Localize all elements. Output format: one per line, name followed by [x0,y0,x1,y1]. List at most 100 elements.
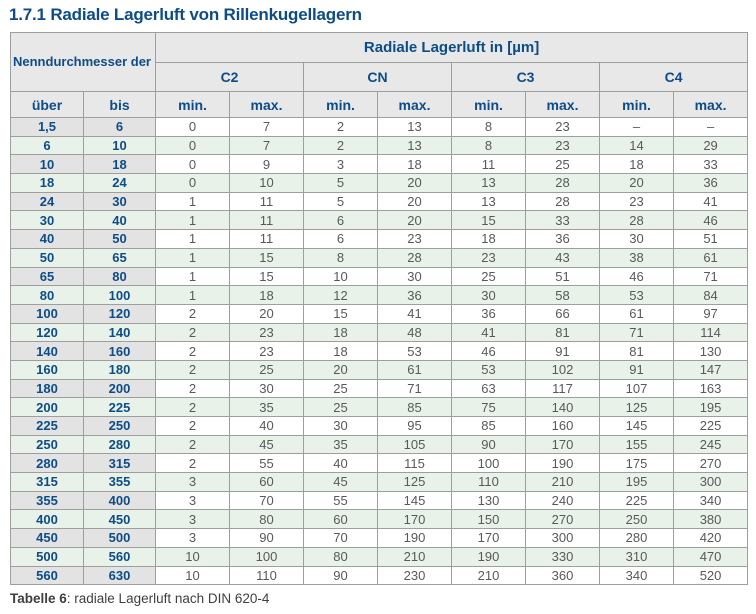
clearance-value-cell: 23 [599,191,675,212]
clearance-value-cell: 13 [377,135,453,156]
bore-range-cell: 450 [10,528,84,548]
clearance-value-cell: 2 [155,453,231,474]
clearance-value-cell: 225 [599,490,675,511]
table-row: 250 280 2 45 35 105 90 170 155 245 [10,434,749,455]
table-row: 140 160 2 23 18 53 46 91 81 130 [10,341,749,361]
bore-range-cell: 24 [10,191,84,212]
radial-clearance-group-header: Radiale Lagerluft in [µm] [155,32,749,63]
clearance-value-cell: 70 [303,528,379,548]
subheader-cn-min: min. [303,91,379,118]
clearance-value-cell: 80 [303,546,379,567]
clearance-value-cell: 175 [599,453,675,474]
clearance-value-cell: 35 [303,434,379,455]
bore-range-cell: 18 [10,173,84,193]
clearance-value-cell: 130 [451,490,527,511]
clearance-value-cell: 470 [673,546,749,567]
clearance-value-cell: 10 [229,173,305,193]
clearance-value-cell: 1 [155,266,231,287]
bore-range-cell: 250 [82,416,157,436]
bore-range-cell: 80 [10,285,84,305]
clearance-value-cell: 145 [377,490,453,511]
clearance-value-cell: 3 [155,509,231,530]
clearance-value-cell: 6 [303,229,379,249]
clearance-value-cell: 155 [599,434,675,455]
clearance-value-cell: 45 [229,434,305,455]
clearance-value-cell: 420 [673,528,749,548]
clearance-value-cell: 380 [673,509,749,530]
clearance-value-cell: 2 [303,135,379,156]
clearance-value-cell: 10 [155,546,231,567]
bore-range-cell: 355 [10,490,84,511]
clearance-value-cell: 28 [377,247,453,268]
bore-range-cell: 400 [10,509,84,530]
bore-range-cell: 18 [82,154,157,175]
table-row: 1,5 6 0 7 2 13 8 23– – [10,117,749,137]
clearance-value-cell: 102 [525,359,601,380]
subheader-c4-max: max. [673,91,749,118]
clearance-value-cell: 2 [155,397,231,417]
bore-range-cell: 120 [10,322,84,343]
clearance-value-cell: 46 [673,210,749,231]
clearance-value-cell: 8 [451,135,527,156]
subheader-c2-max: max. [229,91,305,118]
clearance-value-cell: 330 [525,546,601,567]
clearance-value-cell: 60 [303,509,379,530]
header-row-subheaders: über bis min. max. min. max. min. max. m… [10,91,749,118]
clearance-value-cell: 6 [303,210,379,231]
clearance-value-cell: 40 [229,416,305,436]
clearance-value-cell: 0 [155,135,231,156]
clearance-value-cell: 33 [673,154,749,175]
clearance-value-cell: 170 [377,509,453,530]
clearance-value-cell: 25 [303,397,379,417]
clearance-value-cell: 90 [229,528,305,548]
clearance-value-cell: 30 [451,285,527,305]
table-row: 100 120 2 20 15 41 36 66 61 97 [10,303,749,324]
clearance-value-cell: 225 [673,416,749,436]
bore-range-cell: 10 [10,154,84,175]
clearance-value-cell: 41 [673,191,749,212]
clearance-value-cell: 23 [451,247,527,268]
clearance-value-cell: 245 [673,434,749,455]
bore-range-cell: 355 [82,472,157,492]
clearance-value-cell: 2 [155,322,231,343]
clearance-value-cell: 71 [673,266,749,287]
clearance-value-cell: 117 [525,378,601,399]
clearance-value-cell: 3 [155,472,231,492]
table-row: 18 24 0 10 5 20 13 28 20 36 [10,173,749,193]
clearance-value-cell: 250 [599,509,675,530]
clearance-value-cell: 20 [377,191,453,212]
bore-diameter-group-header: Nenndurchmesser der Bohrung d [mm] [9,32,157,92]
clearance-class-header-c2: C2 [155,62,305,92]
bore-range-cell: 250 [10,434,84,455]
clearance-value-cell: 5 [303,173,379,193]
clearance-value-cell: 520 [673,565,749,586]
bore-range-cell: 225 [82,397,157,417]
clearance-value-cell: 85 [377,397,453,417]
clearance-value-cell: 125 [377,472,453,492]
clearance-value-cell: 58 [525,285,601,305]
clearance-value-cell: 61 [673,247,749,268]
table-caption: Tabelle 6: radiale Lagerluft nach DIN 62… [10,591,269,606]
table-row: 65 80 1 15 10 30 25 51 46 71 [10,266,749,287]
clearance-value-cell: 2 [303,117,379,137]
table-row: 560 630 10 110 90 230 210 360 340 520 [10,565,749,586]
clearance-value-cell: 2 [155,434,231,455]
clearance-value-cell: 15 [303,303,379,324]
table-row: 40 50 1 11 6 23 18 36 30 51 [10,229,749,249]
subheader-c3-max: max. [525,91,601,118]
clearance-value-cell: 230 [377,565,453,586]
table-header: Nenndurchmesser der Bohrung d [mm] Radia… [9,32,749,118]
clearance-value-cell: 15 [451,210,527,231]
clearance-value-cell: 70 [229,490,305,511]
clearance-value-cell: 0 [155,154,231,175]
clearance-value-cell: 310 [599,546,675,567]
clearance-value-cell: 53 [377,341,453,361]
clearance-value-cell: 107 [599,378,675,399]
clearance-value-cell: 110 [229,565,305,586]
table-row: 400 450 3 80 60 170 150 270 250 380 [10,509,749,530]
table-row: 500 560 10 100 80 210 190 330 310 470 [10,546,749,567]
clearance-value-cell: 114 [673,322,749,343]
bore-range-cell: 500 [82,528,157,548]
radial-clearance-table: Nenndurchmesser der Bohrung d [mm] Radia… [9,32,749,586]
clearance-value-cell: 30 [229,378,305,399]
